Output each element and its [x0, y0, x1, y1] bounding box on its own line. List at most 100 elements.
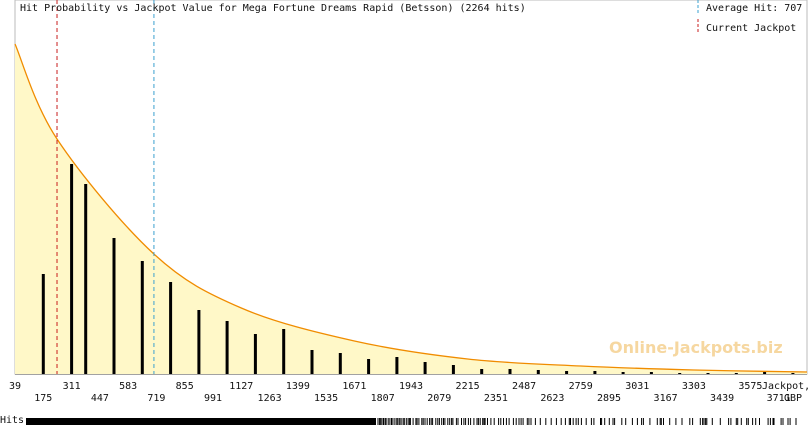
hit-tick	[490, 418, 492, 425]
hit-tick	[449, 418, 451, 425]
tick-label: 447	[91, 393, 109, 404]
bar	[706, 373, 710, 374]
hit-tick	[550, 418, 552, 425]
bar	[197, 310, 201, 374]
hit-tick	[590, 418, 592, 425]
hit-tick	[463, 418, 465, 425]
bar	[169, 282, 173, 374]
chart-title: Hit Probability vs Jackpot Value for Meg…	[20, 3, 526, 14]
hit-tick	[430, 418, 432, 425]
hit-tick	[759, 418, 760, 425]
hit-tick	[787, 418, 789, 425]
hit-tick	[416, 418, 418, 425]
bar	[649, 372, 653, 374]
hit-tick	[400, 418, 402, 425]
hit-tick	[391, 418, 392, 425]
hit-tick	[396, 418, 398, 425]
hit-tick	[383, 418, 384, 425]
tick-label: 1535	[314, 393, 338, 404]
hit-tick	[500, 418, 502, 425]
hit-tick	[512, 418, 514, 425]
tick-label: 3031	[625, 381, 649, 392]
hits-strip	[26, 418, 797, 425]
hit-tick	[526, 418, 528, 425]
hit-tick	[438, 418, 440, 425]
tick-label: 175	[34, 393, 52, 404]
bar	[734, 373, 738, 374]
hit-tick	[702, 418, 704, 425]
bar	[84, 184, 88, 374]
hit-tick	[585, 418, 587, 425]
tick-label: 3303	[682, 381, 706, 392]
bar	[763, 372, 767, 374]
hit-tick	[773, 418, 775, 425]
hit-tick	[772, 418, 774, 425]
hit-tick	[441, 418, 443, 425]
hit-tick	[703, 418, 705, 425]
hit-tick	[570, 418, 571, 425]
hit-tick	[518, 418, 520, 425]
tick-label: 311	[63, 381, 81, 392]
tick-label: 1807	[371, 393, 395, 404]
hit-tick	[385, 418, 387, 425]
hit-tick	[505, 418, 507, 425]
hit-tick	[483, 418, 485, 425]
bar	[310, 350, 314, 374]
hit-tick	[402, 418, 404, 425]
hit-tick	[399, 418, 401, 425]
hit-tick	[737, 418, 739, 425]
hit-tick	[470, 418, 472, 425]
bar	[678, 373, 682, 374]
tick-label: 3439	[710, 393, 734, 404]
hit-tick	[487, 418, 488, 425]
hit-tick	[675, 418, 677, 425]
hit-tick	[447, 418, 449, 425]
hit-tick	[508, 418, 510, 425]
tick-label: 3711	[767, 393, 791, 404]
tick-label: 583	[119, 381, 137, 392]
hit-tick	[498, 418, 500, 425]
bar	[621, 372, 625, 374]
hit-tick	[407, 418, 409, 425]
hit-tick	[572, 418, 574, 425]
hit-tick	[669, 418, 671, 425]
hit-tick	[479, 418, 481, 425]
hit-tick	[408, 418, 410, 425]
tick-label: 1399	[286, 381, 310, 392]
hit-tick	[397, 418, 399, 425]
trend-line	[14, 43, 808, 373]
tick-label: 39	[9, 381, 21, 392]
hit-tick	[387, 418, 389, 425]
hit-tick	[503, 418, 504, 425]
bar	[282, 329, 286, 374]
tick-label: 2623	[540, 393, 564, 404]
hit-tick	[735, 418, 737, 425]
hit-tick	[432, 418, 434, 425]
tick-label: 2487	[512, 381, 536, 392]
hit-tick	[381, 418, 383, 425]
tick-label: 3575	[738, 381, 762, 392]
hit-tick	[767, 418, 769, 425]
hit-tick	[625, 418, 627, 425]
hit-tick	[421, 418, 423, 425]
hit-tick	[528, 418, 530, 425]
hit-tick	[600, 418, 601, 425]
hit-tick	[608, 418, 610, 425]
hit-tick	[705, 418, 707, 425]
hit-tick	[614, 418, 616, 425]
hit-tick	[409, 418, 411, 425]
bar	[70, 164, 74, 374]
hit-tick	[515, 418, 517, 425]
hits-label: Hits	[0, 415, 24, 425]
tick-label: 2759	[569, 381, 593, 392]
tick-label: 2351	[484, 393, 508, 404]
hit-tick	[422, 418, 424, 425]
hit-tick	[443, 418, 444, 425]
bar	[565, 371, 569, 374]
hit-tick	[394, 418, 396, 425]
bar	[536, 370, 540, 374]
hit-tick	[649, 418, 651, 425]
hit-tick	[580, 418, 582, 425]
hit-tick	[539, 418, 541, 425]
